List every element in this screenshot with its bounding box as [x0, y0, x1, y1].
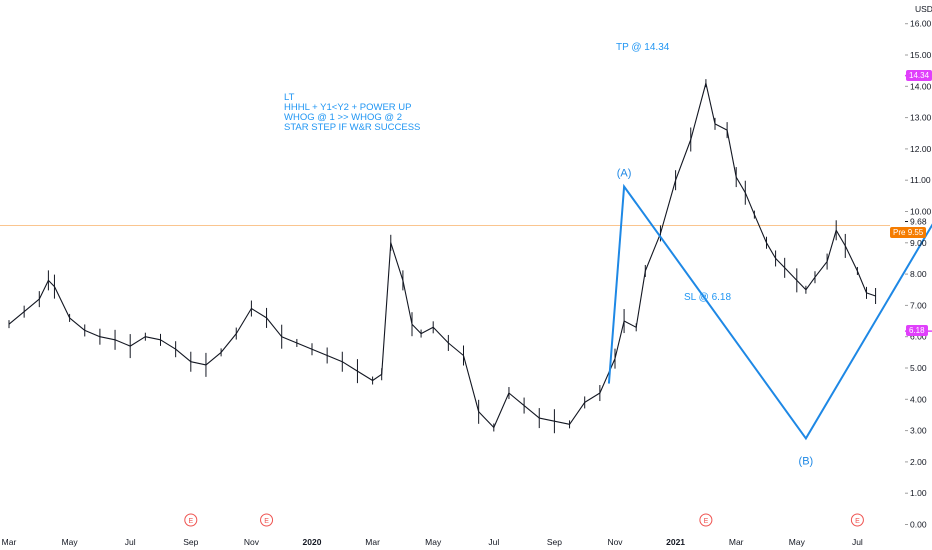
price-tick-label: 13.00 [910, 113, 932, 123]
price-tick-label: 0.00 [910, 520, 927, 530]
wave-path [607, 183, 932, 441]
price-tick-label: 4.00 [910, 394, 927, 404]
stop-price-tag: 6.18 [906, 325, 928, 336]
earnings-marker-label: E [188, 518, 193, 525]
earnings-marker [699, 513, 713, 527]
time-tick-label: May [425, 537, 442, 547]
price-tick-label: 7.00 [910, 300, 927, 310]
background-layer: 0.786(16.27)0.618(14.34)0.5(12.98)0.382(… [0, 74, 932, 332]
earnings-marker-label: E [855, 518, 860, 525]
strategy-note-line: STAR STEP IF W&R SUCCESS [284, 122, 421, 133]
price-tick-label: 3.00 [910, 426, 927, 436]
pre-market-label: Pre [893, 228, 906, 237]
price-tick-label: 12.00 [910, 144, 932, 154]
earnings-marker [184, 513, 198, 527]
strategy-note: LT HHHL + Y1<Y2 + POWER UP WHOG @ 1 >> W… [284, 93, 420, 133]
stop-loss-note: SL @ 6.18 [684, 292, 732, 303]
earnings-marker-label: E [264, 518, 269, 525]
pre-market-value: 9.55 [907, 228, 924, 237]
price-series-line [8, 82, 876, 429]
time-tick-label: May [62, 537, 79, 547]
price-tick-label: 14.00 [910, 81, 932, 91]
target-price-tag: 14.34 [906, 70, 932, 81]
price-tick-label: 8.00 [910, 269, 927, 279]
price-tick-label: 15.00 [910, 50, 932, 60]
price-tick-label: 16.00 [910, 19, 932, 29]
earnings-marker-label: E [704, 518, 709, 525]
price-tick-label: 6.00 [910, 332, 927, 342]
time-tick-label: Jul [852, 537, 863, 547]
time-tick-label: 2021 [666, 537, 685, 547]
time-tick-label: Nov [607, 537, 623, 547]
price-tick-label: 10.00 [910, 207, 932, 217]
currency-label: USD [915, 4, 932, 14]
time-tick-label: May [789, 537, 806, 547]
wave-point-label: (A) [617, 167, 632, 179]
time-tick-label: 2020 [303, 537, 322, 547]
take-profit-note: TP @ 14.34 [616, 42, 670, 53]
time-tick-label: Mar [2, 537, 17, 547]
price-tick-label: 5.00 [910, 363, 927, 373]
price-tick-label: 1.00 [910, 488, 927, 498]
time-tick-label: Jul [488, 537, 499, 547]
time-tick-label: Sep [183, 537, 198, 547]
time-tick-label: Mar [365, 537, 380, 547]
time-tick-label: Nov [244, 537, 260, 547]
last-price-label: 9.68 [910, 217, 927, 227]
price-series-layer [8, 79, 877, 434]
price-tick-label: 11.00 [910, 175, 931, 185]
time-tick-label: Mar [729, 537, 744, 547]
wave-point-label: (B) [799, 455, 814, 467]
strategy-note-line: LT [284, 92, 295, 103]
strategy-note-line: HHHL + Y1<Y2 + POWER UP [284, 102, 412, 113]
wave-pattern-layer[interactable]: (A)(B)(C)(D)(E) [607, 57, 932, 468]
price-tick-label: 2.00 [910, 457, 927, 467]
pre-market-tag: Pre 9.55 [890, 227, 927, 238]
price-axis[interactable]: USD 16.0015.0014.0013.0012.0011.0010.009… [905, 4, 932, 530]
earnings-marker [260, 513, 274, 527]
strategy-note-line: WHOG @ 1 >> WHOG @ 2 [284, 112, 402, 123]
earnings-markers: EEEEE [184, 513, 864, 527]
time-axis[interactable]: Mar May Jul Sep Nov 2020 Mar May Jul Sep Nov 2021 Ma… [2, 537, 863, 547]
price-tick-label: 9.00 [910, 238, 927, 248]
time-tick-label: Sep [547, 537, 562, 547]
time-tick-label: Jul [125, 537, 136, 547]
earnings-marker [850, 513, 864, 527]
